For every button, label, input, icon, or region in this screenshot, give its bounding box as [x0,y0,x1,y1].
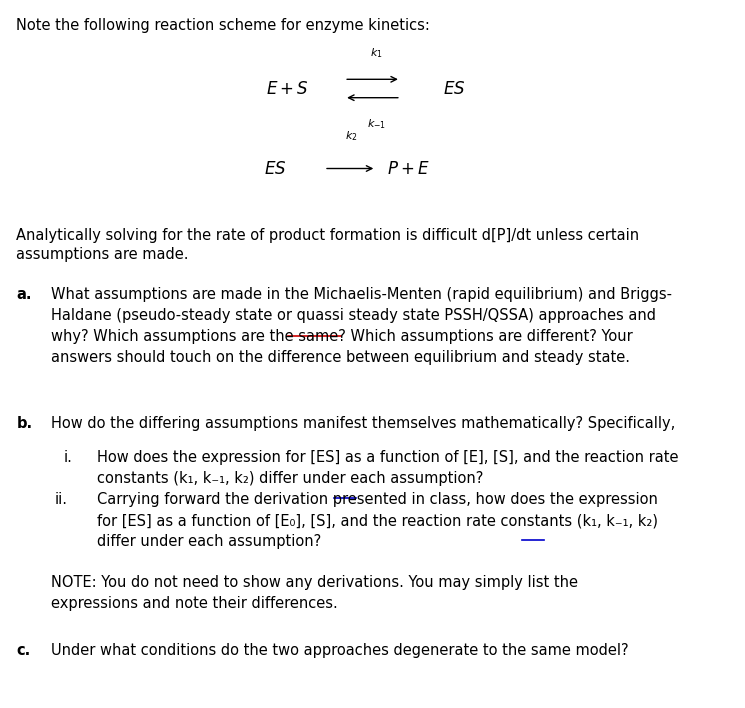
Text: assumptions are made.: assumptions are made. [16,247,189,262]
Text: How does the expression for [ES] as a function of [E], [S], and the reaction rat: How does the expression for [ES] as a fu… [97,450,679,486]
Text: $ES$: $ES$ [264,159,287,178]
Text: Under what conditions do the two approaches degenerate to the same model?: Under what conditions do the two approac… [51,643,628,658]
Text: What assumptions are made in the Michaelis-Menten (rapid equilibrium) and Briggs: What assumptions are made in the Michael… [51,287,672,365]
Text: a.: a. [16,287,32,302]
Text: $ES$: $ES$ [443,79,466,98]
Text: $k_1$: $k_1$ [370,47,383,60]
Text: $k_2$: $k_2$ [346,130,358,143]
Text: $k_{-1}$: $k_{-1}$ [367,117,386,130]
Text: $E + S$: $E + S$ [266,79,309,98]
Text: i.: i. [64,450,73,464]
Text: Carrying forward the derivation presented in class, how does the expression
for : Carrying forward the derivation presente… [97,492,658,549]
Text: ii.: ii. [54,492,67,507]
Text: $P + E$: $P + E$ [387,159,431,178]
Text: Note the following reaction scheme for enzyme kinetics:: Note the following reaction scheme for e… [16,18,431,33]
Text: How do the differing assumptions manifest themselves mathematically? Specificall: How do the differing assumptions manifes… [51,416,675,430]
Text: b.: b. [16,416,33,430]
Text: NOTE: You do not need to show any derivations. You may simply list the
expressio: NOTE: You do not need to show any deriva… [51,575,577,611]
Text: c.: c. [16,643,31,658]
Text: Analytically solving for the rate of product formation is difficult d[P]/dt unle: Analytically solving for the rate of pro… [16,228,639,243]
